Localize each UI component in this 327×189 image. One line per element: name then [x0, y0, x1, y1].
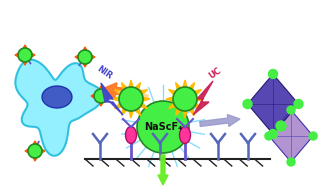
Polygon shape: [75, 47, 95, 67]
Polygon shape: [15, 60, 103, 156]
Polygon shape: [91, 86, 111, 106]
Polygon shape: [269, 110, 313, 162]
Circle shape: [276, 121, 286, 131]
Circle shape: [28, 144, 42, 158]
Polygon shape: [248, 74, 299, 134]
Circle shape: [173, 87, 197, 111]
Ellipse shape: [180, 126, 191, 143]
FancyArrow shape: [200, 115, 240, 126]
Circle shape: [78, 50, 92, 64]
Polygon shape: [15, 45, 35, 65]
Polygon shape: [112, 80, 150, 118]
Text: NaScF₄: NaScF₄: [144, 122, 182, 132]
Polygon shape: [193, 81, 213, 115]
Circle shape: [287, 106, 295, 114]
Circle shape: [268, 70, 278, 78]
FancyArrow shape: [102, 83, 143, 99]
Ellipse shape: [126, 126, 136, 143]
Circle shape: [119, 87, 143, 111]
Circle shape: [94, 89, 108, 103]
FancyArrow shape: [118, 89, 148, 97]
Text: UC: UC: [207, 66, 223, 81]
Circle shape: [287, 158, 295, 166]
Text: NIR: NIR: [95, 64, 114, 81]
FancyArrow shape: [158, 155, 168, 185]
Circle shape: [294, 99, 303, 108]
Ellipse shape: [42, 86, 72, 108]
Circle shape: [18, 48, 32, 62]
Polygon shape: [166, 80, 204, 118]
Circle shape: [243, 99, 252, 108]
Polygon shape: [101, 83, 123, 115]
Circle shape: [265, 132, 273, 140]
Circle shape: [309, 132, 317, 140]
Circle shape: [268, 129, 278, 139]
Polygon shape: [25, 141, 45, 161]
Circle shape: [137, 101, 189, 153]
